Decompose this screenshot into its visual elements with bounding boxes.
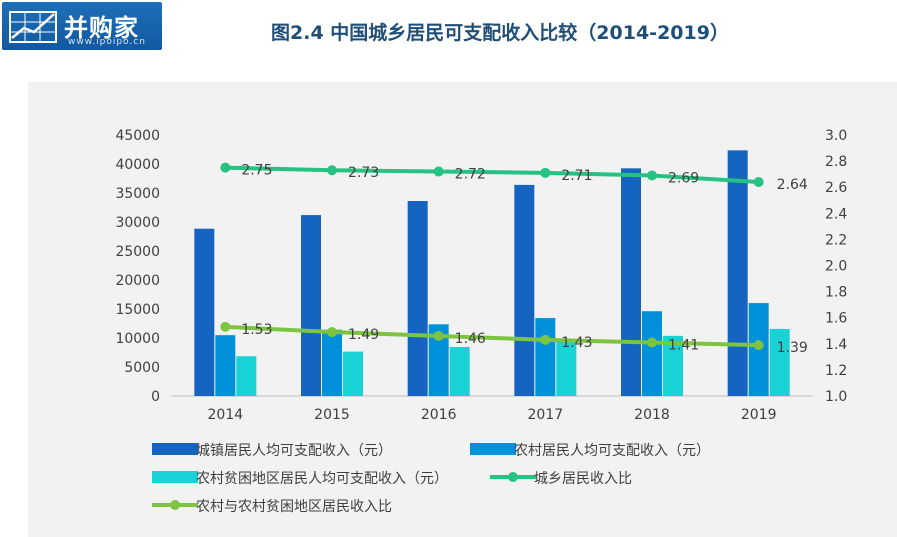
data-label: 2.71 <box>561 168 592 184</box>
line-point <box>327 327 337 338</box>
x-tick-label: 2016 <box>421 407 457 423</box>
data-label: 2.69 <box>668 170 699 186</box>
line-point <box>647 337 657 348</box>
bar <box>301 215 321 396</box>
y-left-tick-label: 10000 <box>115 331 160 347</box>
line-point <box>220 321 231 332</box>
x-tick-label: 2017 <box>528 407 564 423</box>
bar <box>322 329 342 396</box>
line-point <box>647 170 657 181</box>
legend-swatch <box>470 443 516 455</box>
bar <box>535 318 556 396</box>
bar <box>514 184 535 396</box>
bar <box>215 335 236 396</box>
bar <box>556 341 577 396</box>
y-right-tick-label: 2.0 <box>825 259 847 275</box>
logo-text: 并购家 <box>64 14 139 42</box>
line-point <box>220 162 231 173</box>
bar <box>428 324 449 396</box>
bar <box>642 311 662 396</box>
bar <box>621 168 641 396</box>
x-tick-label: 2018 <box>634 407 670 423</box>
data-label: 2.73 <box>348 165 379 181</box>
y-right-tick-label: 2.4 <box>825 206 847 222</box>
y-right-tick-label: 1.0 <box>825 389 847 405</box>
data-label: 1.49 <box>348 327 379 343</box>
bar <box>769 328 790 396</box>
y-left-tick-label: 20000 <box>115 273 160 289</box>
line-point <box>540 334 551 345</box>
data-label: 1.53 <box>241 322 272 338</box>
line-point <box>433 166 444 177</box>
chart-logo-icon <box>9 11 57 43</box>
legend-swatch <box>152 443 198 455</box>
bar <box>407 201 428 396</box>
y-left-tick-label: 5000 <box>124 360 160 376</box>
bar <box>194 228 215 396</box>
y-right-tick-label: 1.4 <box>825 337 847 353</box>
legend-label: 城乡居民收入比 <box>534 471 632 487</box>
line-point <box>753 340 764 351</box>
legend-label: 城镇居民人均可支配收入（元） <box>196 443 392 459</box>
x-tick-label: 2019 <box>741 407 777 423</box>
y-right-tick-label: 2.8 <box>825 154 847 170</box>
y-right-tick-label: 2.2 <box>825 232 847 248</box>
y-left-tick-label: 45000 <box>115 128 160 144</box>
logo-url: www.ipoipo.cn <box>68 37 146 47</box>
legend-marker <box>170 500 180 510</box>
y-left-tick-label: 25000 <box>115 244 160 260</box>
data-label: 1.46 <box>455 331 486 347</box>
bar <box>449 346 470 396</box>
logo: 并购家 www.ipoipo.cn <box>2 2 162 50</box>
legend-marker <box>508 472 518 482</box>
line-point <box>433 330 444 341</box>
bar <box>343 351 363 396</box>
y-right-tick-label: 2.6 <box>825 180 847 196</box>
y-right-tick-label: 1.6 <box>825 311 847 327</box>
line-point <box>540 167 551 178</box>
data-label: 1.39 <box>777 340 808 356</box>
bar <box>236 356 257 396</box>
y-left-tick-label: 0 <box>151 389 160 405</box>
data-label: 1.41 <box>668 337 699 353</box>
legend-label: 农村贫困地区居民人均可支配收入（元） <box>196 471 448 487</box>
data-label: 2.75 <box>241 163 272 179</box>
legend-swatch <box>152 471 198 483</box>
chart-title: 图2.4 中国城乡居民可支配收入比较（2014-2019） <box>271 22 729 44</box>
y-left-tick-label: 30000 <box>115 215 160 231</box>
bar <box>663 335 683 396</box>
bar <box>727 150 748 396</box>
y-left-tick-label: 35000 <box>115 186 160 202</box>
x-tick-label: 2014 <box>208 407 244 423</box>
y-right-tick-label: 1.2 <box>825 363 847 379</box>
y-right-tick-label: 1.8 <box>825 285 847 301</box>
line-point <box>327 165 337 176</box>
series-line <box>225 324 759 348</box>
x-tick-label: 2015 <box>314 407 350 423</box>
line-point <box>753 176 764 187</box>
y-right-tick-label: 3.0 <box>825 128 847 144</box>
legend-label: 农村居民人均可支配收入（元） <box>514 443 710 459</box>
data-label: 1.43 <box>561 335 592 351</box>
legend-label: 农村与农村贫困地区居民收入比 <box>196 499 392 515</box>
series-line <box>225 165 759 184</box>
y-left-tick-label: 15000 <box>115 302 160 318</box>
data-label: 2.72 <box>455 167 486 183</box>
data-label: 2.64 <box>777 177 808 193</box>
y-left-tick-label: 40000 <box>115 157 160 173</box>
